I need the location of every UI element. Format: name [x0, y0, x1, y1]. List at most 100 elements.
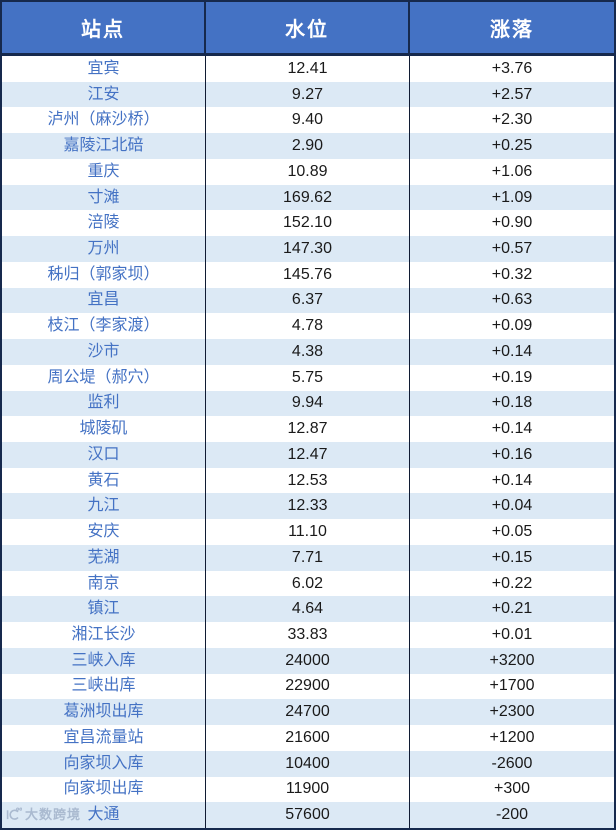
table-row: 宜宾 12.41 +3.76 [2, 56, 614, 82]
station-cell: 城陵矶 [2, 416, 206, 443]
change-cell: +0.90 [491, 214, 533, 232]
table-row: 葛洲坝出库 24700 +2300 [2, 699, 614, 726]
change-cell: +1700 [489, 677, 535, 695]
table-row: 宜昌 6.37 +0.63 [2, 287, 614, 314]
table-row: 周公堤（郝穴） 5.75 +0.19 [2, 364, 614, 391]
station-cell: 宜昌流量站 [2, 725, 206, 751]
table-row: 汉口 12.47 +0.16 [2, 442, 614, 468]
station-cell: 沙市 [2, 339, 206, 365]
change-cell: +0.14 [491, 420, 533, 438]
level-cell: 22900 [206, 673, 410, 700]
table-row: 秭归（郭家坝） 145.76 +0.32 [2, 261, 614, 288]
level-cell: 6.02 [206, 570, 410, 597]
change-cell: +0.63 [491, 291, 533, 309]
change-cell: +0.05 [491, 523, 533, 541]
table-row: 重庆 10.89 +1.06 [2, 158, 614, 185]
level-cell: 2.90 [206, 133, 410, 159]
change-cell: +2.57 [491, 85, 533, 103]
table-row: 万州 147.30 +0.57 [2, 236, 614, 262]
change-cell: +0.14 [491, 342, 533, 360]
level-cell: 4.38 [206, 339, 410, 365]
station-cell: 安庆 [2, 519, 206, 545]
level-cell: 21600 [206, 725, 410, 751]
table-row: 监利 9.94 +0.18 [2, 390, 614, 417]
change-cell: +300 [493, 780, 531, 798]
table-row: 三峡出库 22900 +1700 [2, 673, 614, 700]
table-row: 嘉陵江北碚 2.90 +0.25 [2, 133, 614, 159]
station-cell: 九江 [2, 493, 206, 520]
level-cell: 24000 [206, 647, 410, 674]
station-cell: 大通 [2, 802, 206, 829]
change-cell: +0.21 [491, 600, 533, 618]
change-cell: +3.76 [491, 59, 533, 77]
level-cell: 12.87 [206, 416, 410, 443]
level-cell: 57600 [206, 802, 410, 829]
table-row: 镇江 4.64 +0.21 [2, 596, 614, 623]
table-header-row: 站点 水位 涨落 [2, 2, 614, 56]
station-cell: 泸州（麻沙桥） [2, 107, 206, 134]
table-row: 泸州（麻沙桥） 9.40 +2.30 [2, 107, 614, 134]
change-cell: +3200 [489, 651, 535, 669]
station-cell: 枝江（李家渡） [2, 313, 206, 340]
change-cell: +0.01 [491, 626, 533, 644]
table-row: 南京 6.02 +0.22 [2, 570, 614, 597]
table-row: 江安 9.27 +2.57 [2, 81, 614, 108]
table-row: 湘江长沙 33.83 +0.01 [2, 622, 614, 648]
table-row: 大通 57600 -200 [2, 802, 614, 829]
change-cell: +0.25 [491, 137, 533, 155]
change-cell: +1200 [489, 728, 535, 746]
change-cell: +0.16 [491, 445, 533, 463]
table-row: 三峡入库 24000 +3200 [2, 647, 614, 674]
station-cell: 向家坝入库 [2, 750, 206, 777]
station-cell: 万州 [2, 236, 206, 262]
station-cell: 南京 [2, 570, 206, 597]
station-cell: 向家坝出库 [2, 776, 206, 803]
station-cell: 寸滩 [2, 184, 206, 211]
change-cell: +0.22 [491, 574, 533, 592]
level-cell: 169.62 [206, 184, 410, 211]
change-cell: +1.06 [491, 162, 533, 180]
table-row: 黄石 12.53 +0.14 [2, 467, 614, 494]
table-row: 宜昌流量站 21600 +1200 [2, 725, 614, 751]
table-row: 向家坝出库 11900 +300 [2, 776, 614, 803]
header-rise-fall: 涨落 [490, 19, 534, 41]
table-row: 涪陵 152.10 +0.90 [2, 210, 614, 237]
station-cell: 湘江长沙 [2, 622, 206, 648]
table-body: 宜宾 12.41 +3.76 江安 9.27 +2.57 泸州（麻沙桥） 9.4… [2, 56, 614, 829]
station-cell: 秭归（郭家坝） [2, 261, 206, 288]
level-cell: 9.27 [206, 81, 410, 108]
header-water-level: 水位 [206, 2, 410, 53]
table-row: 九江 12.33 +0.04 [2, 493, 614, 520]
level-cell: 10.89 [206, 158, 410, 185]
station-cell: 周公堤（郝穴） [2, 364, 206, 391]
table-row: 沙市 4.38 +0.14 [2, 339, 614, 365]
level-cell: 147.30 [206, 236, 410, 262]
station-cell: 江安 [2, 81, 206, 108]
level-cell: 12.53 [206, 467, 410, 494]
change-cell: +0.14 [491, 471, 533, 489]
station-cell: 涪陵 [2, 210, 206, 237]
level-cell: 10400 [206, 750, 410, 777]
change-cell: +2300 [489, 703, 535, 721]
level-cell: 4.64 [206, 596, 410, 623]
level-cell: 33.83 [206, 622, 410, 648]
header-station: 站点 [2, 2, 206, 53]
level-cell: 24700 [206, 699, 410, 726]
change-cell: +0.18 [491, 394, 533, 412]
station-cell: 芜湖 [2, 544, 206, 571]
station-cell: 监利 [2, 390, 206, 417]
change-cell: +0.57 [491, 240, 533, 257]
level-cell: 9.94 [206, 390, 410, 417]
level-cell: 11900 [206, 776, 410, 803]
station-cell: 重庆 [2, 158, 206, 185]
station-cell: 黄石 [2, 467, 206, 494]
level-cell: 9.40 [206, 107, 410, 134]
level-cell: 5.75 [206, 364, 410, 391]
change-cell: +0.32 [491, 265, 533, 283]
change-cell: +0.19 [491, 368, 533, 386]
table-row: 芜湖 7.71 +0.15 [2, 544, 614, 571]
level-cell: 7.71 [206, 544, 410, 571]
table-row: 寸滩 169.62 +1.09 [2, 184, 614, 211]
change-cell: +0.04 [491, 497, 533, 515]
